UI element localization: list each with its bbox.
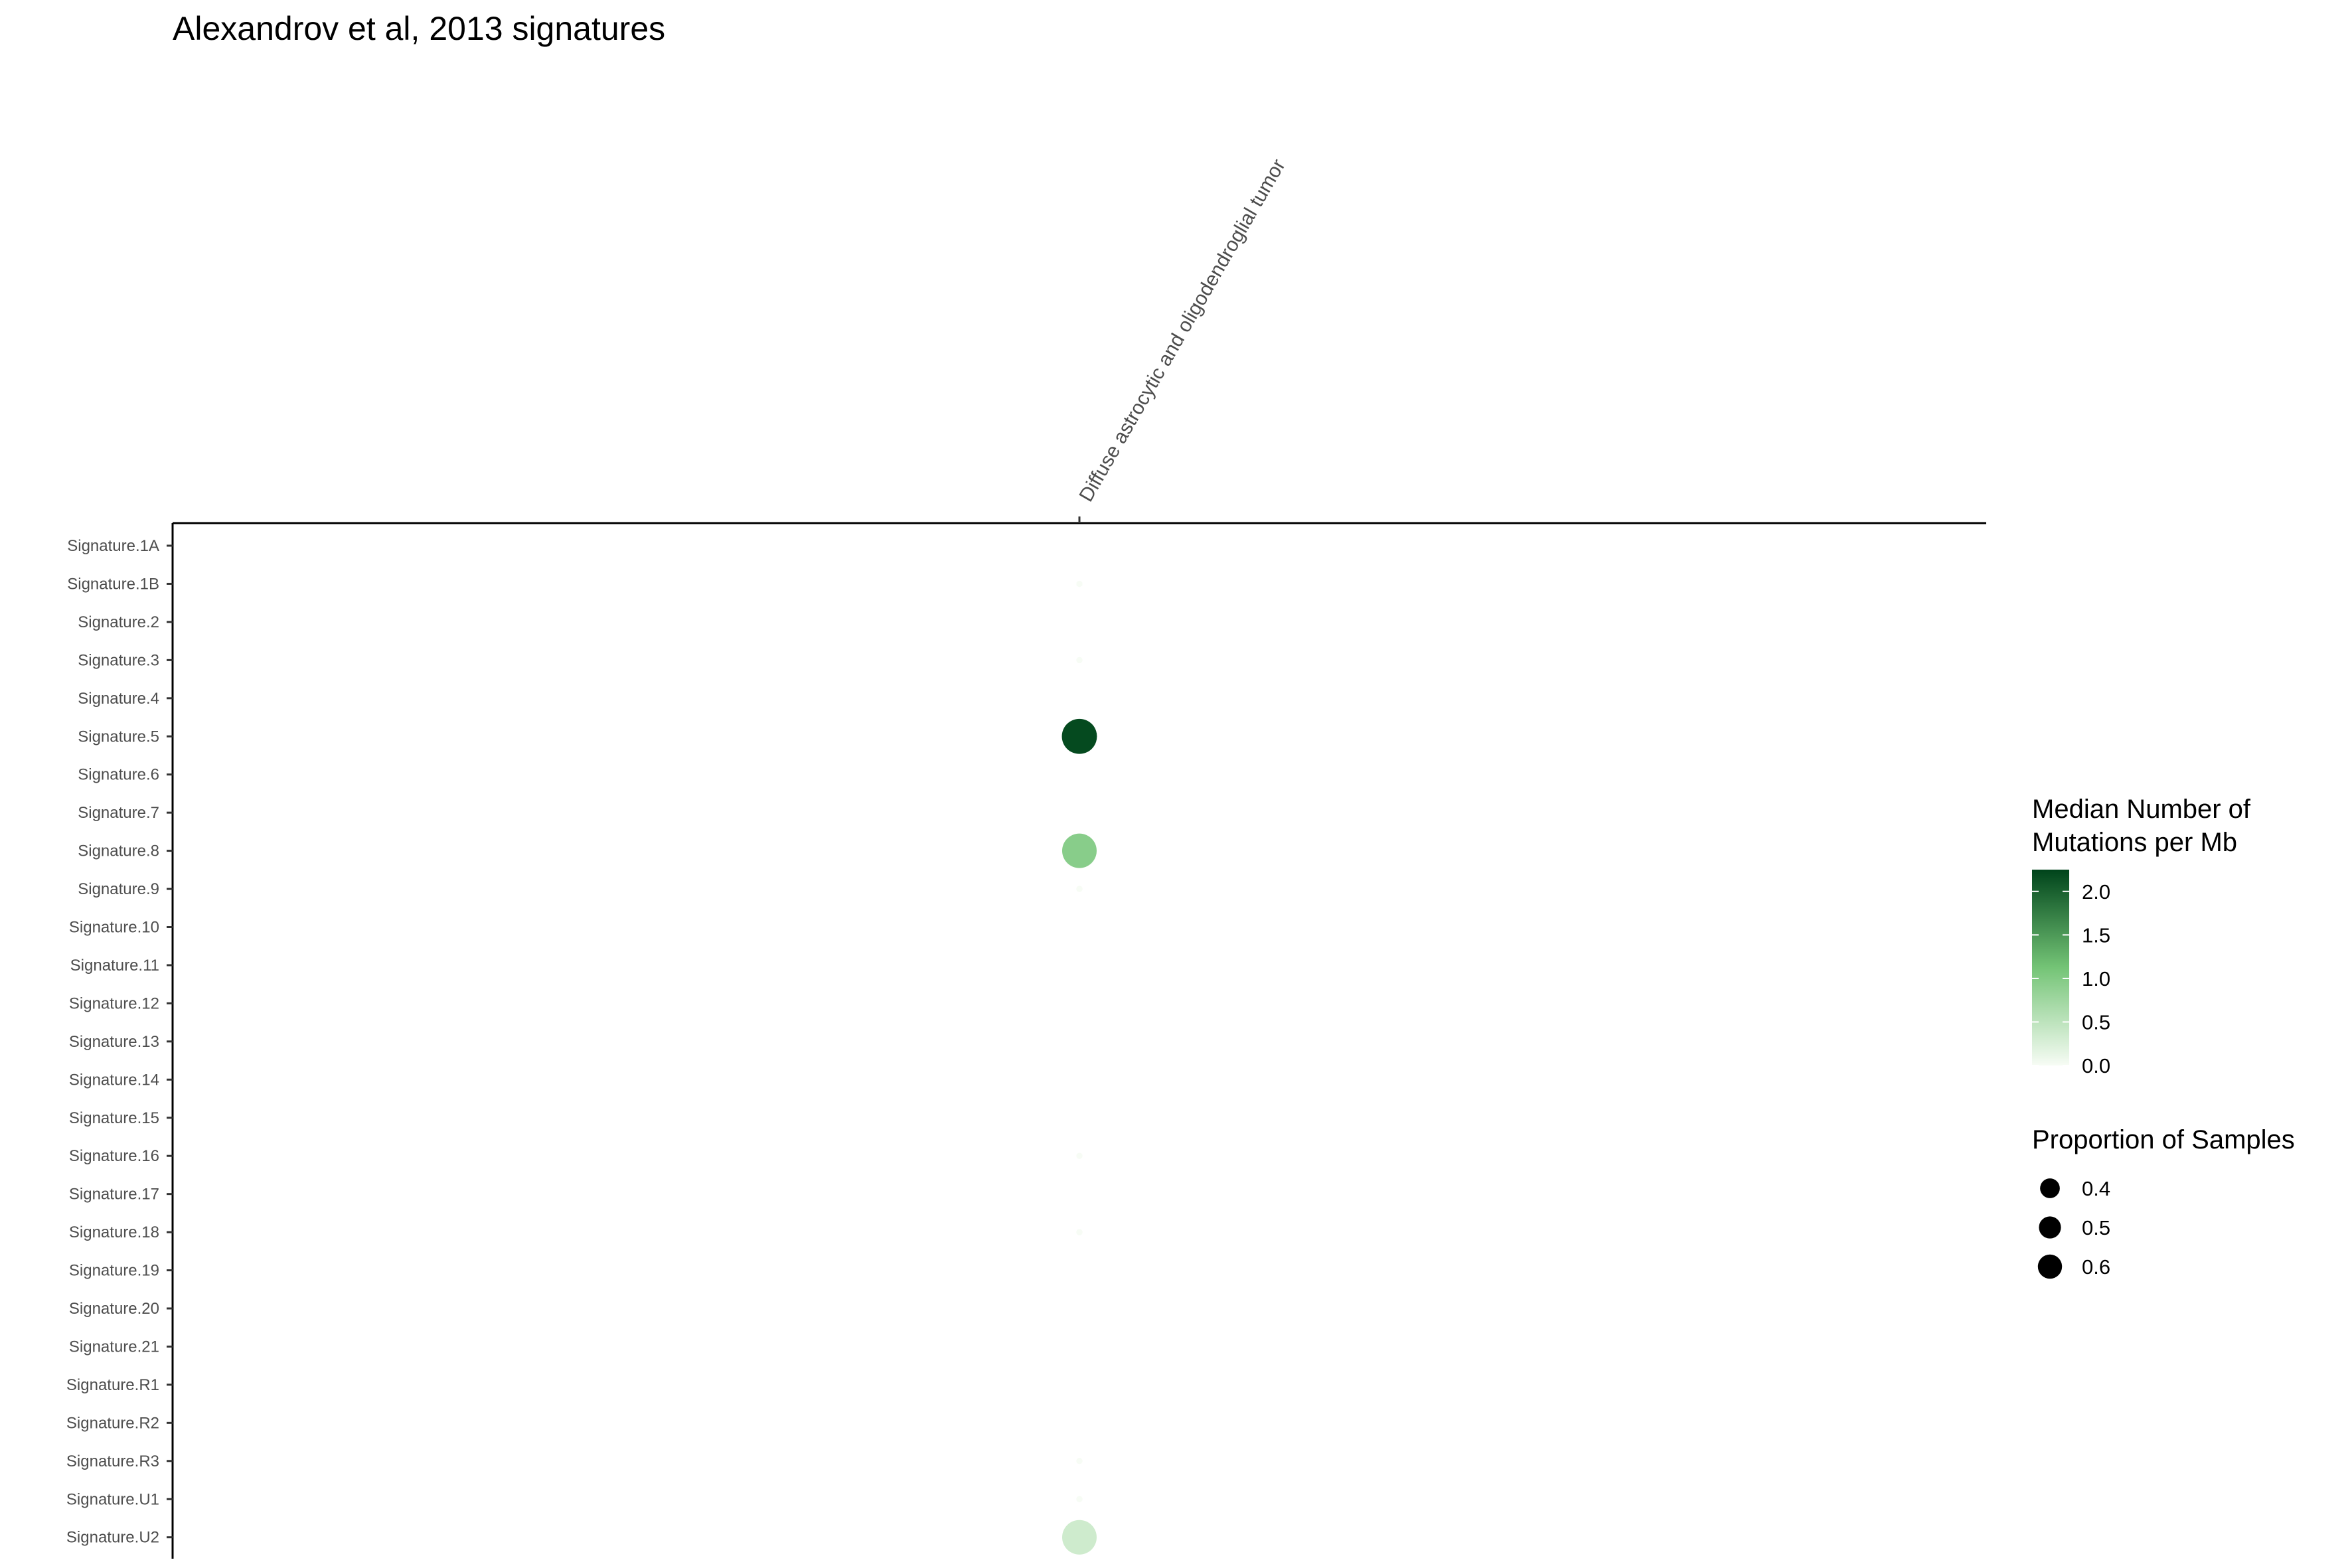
data-point — [1076, 657, 1083, 664]
data-point — [1076, 886, 1083, 892]
y-tick-label: Signature.19 — [69, 1262, 159, 1280]
y-tick-label: Signature.21 — [69, 1338, 159, 1356]
color-gradient-bar — [2032, 870, 2069, 1065]
y-tick-label: Signature.18 — [69, 1223, 159, 1241]
y-tick-label: Signature.9 — [78, 880, 159, 898]
y-tick-label: Signature.11 — [70, 957, 159, 975]
color-legend-title: Median Number of — [2032, 795, 2251, 824]
y-tick-label: Signature.7 — [78, 804, 159, 822]
y-tick-label: Signature.15 — [69, 1109, 159, 1127]
data-point — [1062, 719, 1097, 754]
y-tick-label: Signature.5 — [78, 728, 159, 745]
data-point — [1062, 1520, 1097, 1555]
data-point — [1076, 1496, 1083, 1503]
y-tick-label: Signature.17 — [69, 1186, 159, 1204]
y-tick-label: Signature.R3 — [66, 1452, 159, 1470]
color-legend: Median Number of Mutations per Mb 2.0 1.5 1… — [2032, 795, 2251, 1077]
size-legend: Proportion of Samples 0.4 0.5 0.6 — [2032, 1125, 2295, 1279]
data-point — [1062, 834, 1097, 868]
color-legend-label: 1.5 — [2082, 923, 2110, 947]
y-tick-labels: Signature.1A Signature.1B Signature.2 Signa… — [66, 537, 159, 1547]
y-tick-label: Signature.1A — [67, 537, 159, 555]
x-tick-labels: Diffuse astrocytic and oligodendroglial … — [1075, 155, 1289, 505]
data-point — [1076, 1229, 1083, 1235]
y-tick-label: Signature.R2 — [66, 1414, 159, 1432]
size-legend-label: 0.5 — [2082, 1216, 2110, 1239]
y-tick-label: Signature.U2 — [66, 1529, 159, 1547]
color-legend-label: 2.0 — [2082, 880, 2110, 903]
y-tick-label: Signature.20 — [69, 1300, 159, 1318]
size-legend-key — [2038, 1255, 2062, 1279]
color-legend-label: 0.5 — [2082, 1010, 2110, 1034]
color-legend-label: 1.0 — [2082, 967, 2110, 990]
data-point — [1076, 1458, 1083, 1464]
data-points — [1062, 581, 1097, 1555]
y-tick-label: Signature.3 — [78, 651, 159, 669]
y-tick-label: Signature.U1 — [66, 1490, 159, 1508]
data-point — [1076, 1152, 1083, 1159]
size-legend-title: Proportion of Samples — [2032, 1125, 2295, 1154]
y-tick-label: Signature.12 — [69, 994, 159, 1012]
color-legend-title: Mutations per Mb — [2032, 828, 2237, 857]
size-legend-key — [2040, 1178, 2060, 1198]
y-tick-label: Signature.10 — [69, 919, 159, 937]
chart-title: Alexandrov et al, 2013 signatures — [173, 10, 665, 47]
y-tick-label: Signature.R1 — [66, 1376, 159, 1394]
x-tick-label: Diffuse astrocytic and oligodendroglial … — [1075, 155, 1289, 505]
y-tick-label: Signature.14 — [69, 1071, 159, 1089]
size-legend-label: 0.4 — [2082, 1177, 2110, 1200]
y-tick-label: Signature.2 — [78, 613, 159, 631]
size-legend-label: 0.6 — [2082, 1255, 2110, 1279]
y-tick-label: Signature.6 — [78, 766, 159, 784]
data-point — [1076, 581, 1083, 588]
y-tick-label: Signature.13 — [69, 1033, 159, 1051]
y-tick-label: Signature.4 — [78, 690, 159, 708]
size-legend-key — [2039, 1216, 2061, 1238]
y-tick-label: Signature.16 — [69, 1147, 159, 1165]
axes — [167, 516, 1986, 1559]
y-tick-label: Signature.1B — [67, 575, 159, 593]
y-tick-label: Signature.8 — [78, 842, 159, 860]
color-legend-label: 0.0 — [2082, 1054, 2110, 1077]
